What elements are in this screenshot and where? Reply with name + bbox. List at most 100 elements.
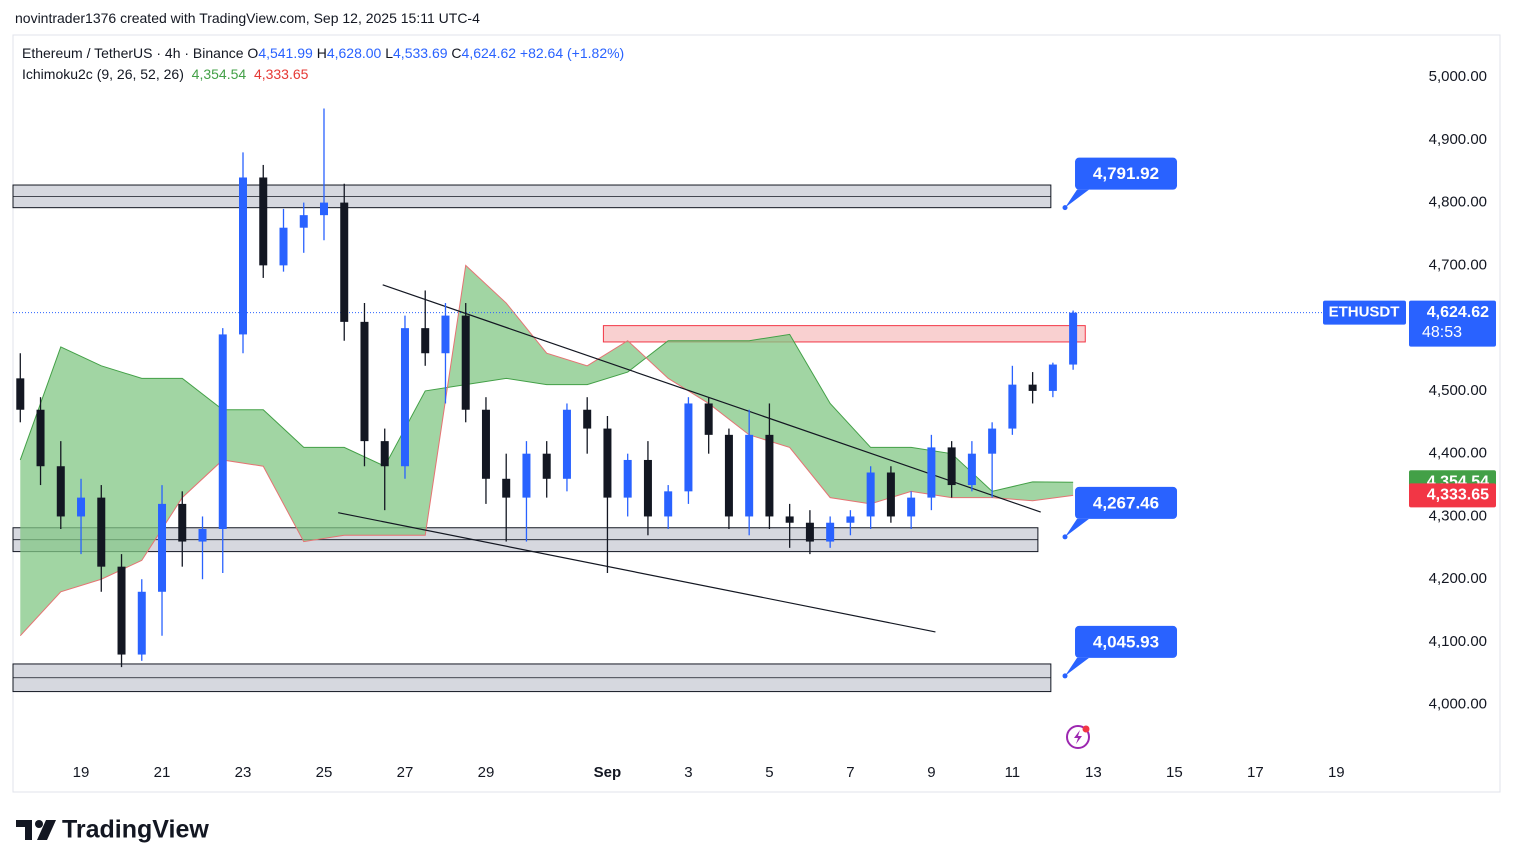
candle-body [542, 453, 551, 479]
candle-body [56, 466, 65, 517]
x-tick-label: 21 [154, 764, 171, 781]
overlay-layer: 4,791.924,267.464,045.934,624.624,354.54… [1062, 157, 1496, 679]
callout-pointer [1065, 189, 1090, 208]
candle-body [583, 409, 592, 429]
y-tick-label: 5,000.00 [1429, 68, 1487, 85]
candle-body [1069, 312, 1078, 365]
x-tick-label: 23 [235, 764, 252, 781]
ichimoku-span-b [19, 264, 1074, 637]
ohlc-key: H [316, 45, 327, 61]
resistance-zone [602, 325, 1086, 343]
candle-body [340, 202, 349, 322]
candle-body [502, 478, 511, 498]
ohlc-value: 4,541.99 [258, 45, 313, 61]
candle-body [826, 522, 835, 542]
x-tick-label: 25 [316, 764, 333, 781]
y-tick-label: 4,500.00 [1429, 382, 1487, 399]
callout-box [1075, 625, 1178, 658]
candle-body [866, 472, 875, 517]
tradingview-logo-icon [16, 820, 56, 840]
symbol-tag: ETHUSDT [1329, 304, 1400, 321]
candle-body [1008, 384, 1017, 429]
candle-body [907, 497, 916, 517]
x-tick-label: 29 [478, 764, 495, 781]
candle-body [846, 516, 855, 523]
candle-body [218, 334, 227, 530]
candle-body [724, 434, 733, 517]
candle-body [664, 491, 673, 517]
credit: novintrader1376 created with TradingView… [15, 10, 480, 26]
candle-body [36, 409, 45, 467]
x-tick-label: 15 [1166, 764, 1183, 781]
candle-body [704, 403, 713, 435]
alert-icon[interactable] [1066, 725, 1090, 749]
candle-body [684, 403, 693, 492]
x-tick-label: 9 [927, 764, 935, 781]
price-tag [1409, 483, 1496, 508]
price-tag [1409, 300, 1496, 347]
candle-body [785, 516, 794, 523]
x-tick-label: 5 [765, 764, 773, 781]
candle-body [927, 447, 936, 498]
ohlc-value: 4,624.62 [461, 45, 517, 61]
candle-body [137, 591, 146, 655]
candle-body [947, 447, 956, 486]
footer-logo: TradingView [62, 816, 209, 844]
main-layer [16, 108, 1078, 668]
countdown: 48:53 [1422, 324, 1462, 341]
candle-body [400, 328, 409, 467]
y-tick-label: 4,400.00 [1429, 445, 1487, 462]
candle-body [198, 529, 207, 542]
symbol-tag-box [1323, 300, 1406, 325]
change: +82.64 (+1.82%) [519, 45, 625, 61]
callout-label: 4,045.93 [1093, 632, 1159, 651]
trendline [338, 512, 936, 633]
candle-body [522, 453, 531, 498]
callout-box [1075, 486, 1178, 519]
ohlc-key: C [451, 45, 462, 61]
ohlc-key: O [247, 45, 259, 61]
candle-body [988, 428, 997, 454]
y-tick-label: 4,700.00 [1429, 256, 1487, 273]
x-tick-label: 17 [1247, 764, 1264, 781]
candle-body [299, 215, 308, 228]
y-tick-label: 4,900.00 [1429, 131, 1487, 148]
candle-body [461, 315, 470, 410]
candle-body [178, 503, 187, 542]
candle-body [562, 409, 571, 479]
ohlc-value: 4,533.69 [393, 45, 448, 61]
callout-label: 4,791.92 [1093, 164, 1159, 183]
y-tick-label: 4,200.00 [1429, 570, 1487, 587]
candle-body [279, 227, 288, 266]
candle-body [117, 566, 126, 655]
candle-body [886, 472, 895, 517]
y-tick-label: 4,000.00 [1429, 696, 1487, 713]
candle-body [805, 522, 814, 542]
x-tick-label: 19 [1328, 764, 1345, 781]
candle-body [1028, 384, 1037, 391]
candle-body [319, 202, 328, 216]
candle-body [765, 434, 774, 517]
y-tick-label: 4,300.00 [1429, 507, 1487, 524]
candle-body [481, 409, 490, 479]
price-tag-label: 4,624.62 [1427, 304, 1489, 321]
price-tag-label: 4,333.65 [1427, 487, 1489, 504]
candle-body [1048, 364, 1057, 391]
indicator-legend: Ichimoku2c (9, 26, 52, 26) 4,354.54 4,33… [22, 66, 308, 82]
callout-box [1075, 157, 1178, 190]
candle-body [623, 459, 632, 498]
callout-label: 4,267.46 [1093, 493, 1159, 512]
y-tick-label: 4,100.00 [1429, 633, 1487, 650]
ohlc-values: O4,541.99 H4,628.00 L4,533.69 C4,624.62 [247, 45, 520, 61]
symbol-legend: Ethereum / TetherUS · 4h · Binance O4,54… [22, 45, 624, 61]
x-tick-label: 27 [397, 764, 414, 781]
candle-body [360, 321, 369, 442]
indicator-value: 4,333.65 [253, 66, 309, 82]
x-tick-label: 3 [684, 764, 692, 781]
x-tick-label: 11 [1005, 764, 1021, 781]
callout-pointer [1065, 657, 1090, 676]
ohlc-value: 4,628.00 [326, 45, 382, 61]
x-tick-label: 7 [846, 764, 854, 781]
